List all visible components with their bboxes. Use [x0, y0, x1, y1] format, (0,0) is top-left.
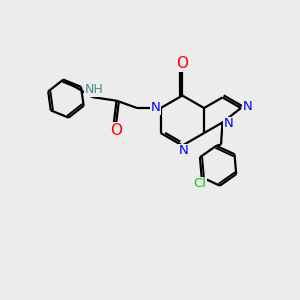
Text: O: O: [110, 123, 122, 138]
Text: O: O: [176, 56, 188, 71]
Text: N: N: [151, 101, 160, 114]
Text: Cl: Cl: [194, 177, 207, 190]
Text: N: N: [178, 144, 188, 158]
Text: N: N: [242, 100, 252, 113]
Text: NH: NH: [85, 83, 103, 96]
Text: N: N: [224, 117, 233, 130]
